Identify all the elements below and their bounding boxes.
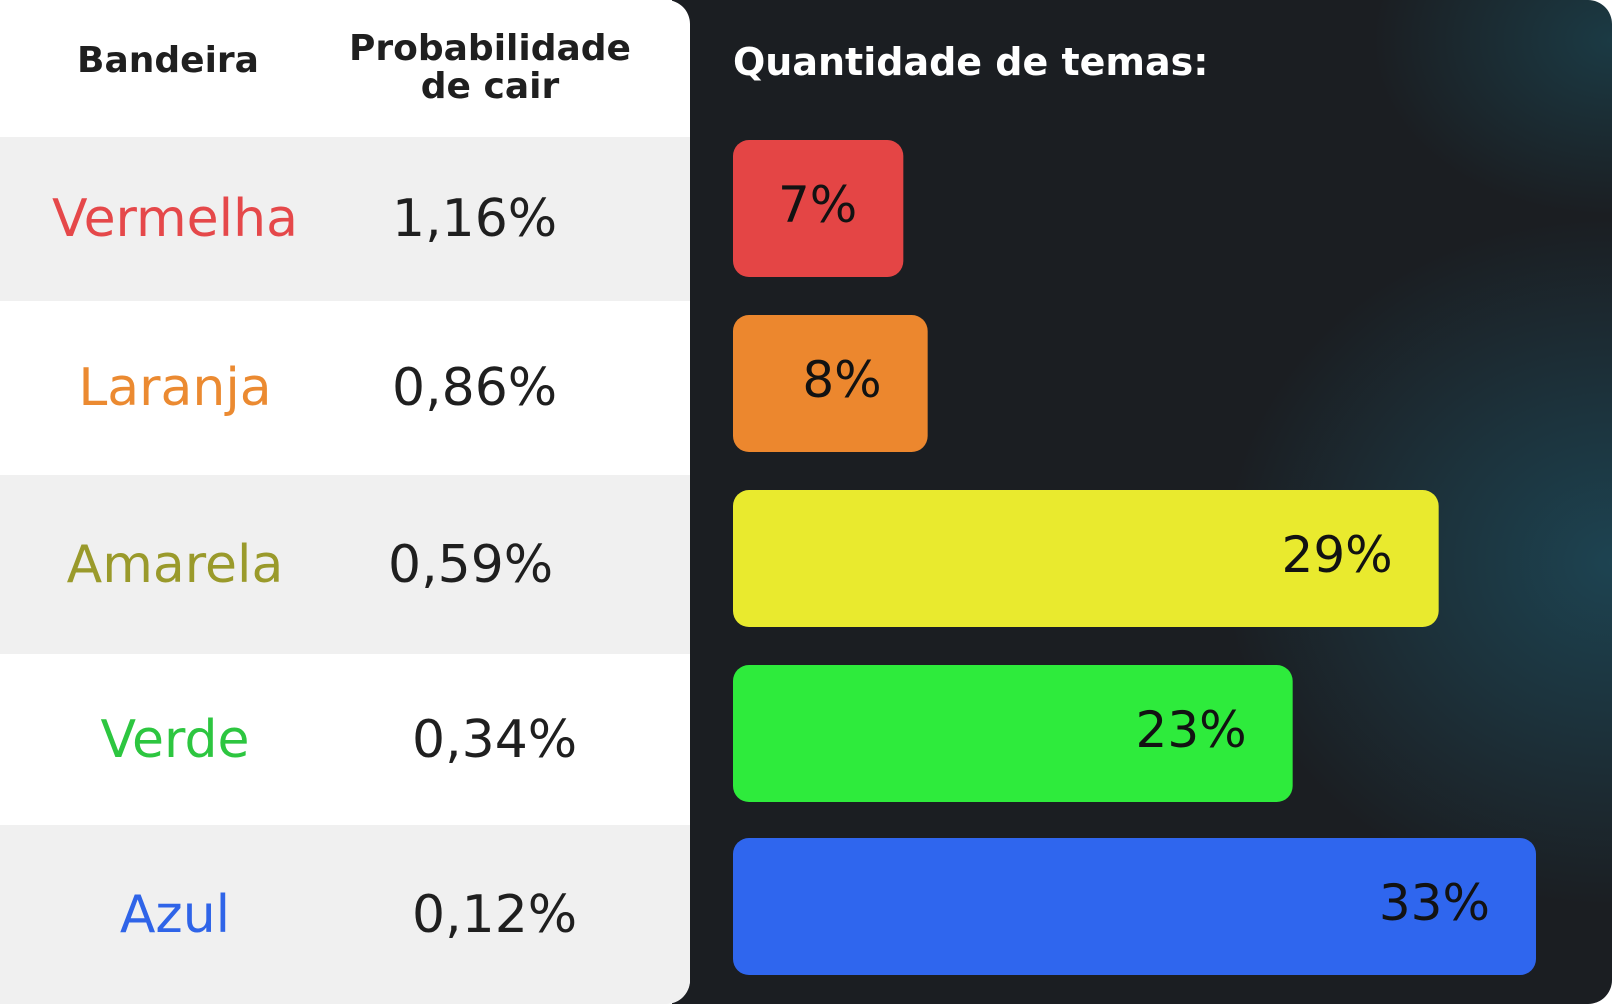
header-probabilidade: Probabilidade de cair [330, 30, 650, 106]
bar-azul [733, 838, 1536, 975]
bar-label-vermelha: 7% [778, 176, 857, 234]
bar-verde [733, 665, 1293, 802]
flag-name-vermelha: Vermelha [52, 189, 298, 249]
bar-vermelha [733, 140, 904, 277]
header-probabilidade-line1: Probabilidade [349, 28, 631, 69]
bar-label-amarela: 29% [1282, 526, 1393, 584]
flag-name-laranja: Laranja [78, 358, 272, 418]
chart-title: Quantidade de temas: [733, 40, 1209, 84]
bar-label-verde: 23% [1136, 701, 1247, 759]
table-row-amarela: Amarela 0,59% [0, 475, 690, 654]
header-bandeira: Bandeira [77, 40, 259, 81]
prob-azul: 0,12% [412, 884, 578, 945]
flag-name-verde: Verde [100, 709, 250, 770]
probability-table: Bandeira Probabilidade de cair Vermelha … [0, 0, 690, 1004]
prob-verde: 0,34% [412, 709, 578, 770]
bar-label-azul: 33% [1379, 874, 1490, 932]
bar-laranja [733, 315, 928, 452]
table-row-laranja: Laranja 0,86% [0, 301, 690, 475]
table-row-verde: Verde 0,34% [0, 654, 690, 825]
table-row-azul: Azul 0,12% [0, 825, 690, 1004]
bar-amarela [733, 490, 1439, 627]
prob-vermelha: 1,16% [392, 189, 558, 249]
table-row-vermelha: Vermelha 1,16% [0, 137, 690, 301]
flag-name-azul: Azul [119, 884, 231, 945]
prob-amarela: 0,59% [388, 534, 554, 595]
bar-label-laranja: 8% [802, 351, 881, 409]
flag-name-amarela: Amarela [66, 534, 284, 595]
header-probabilidade-line2: de cair [420, 66, 560, 107]
prob-laranja: 0,86% [392, 358, 558, 418]
